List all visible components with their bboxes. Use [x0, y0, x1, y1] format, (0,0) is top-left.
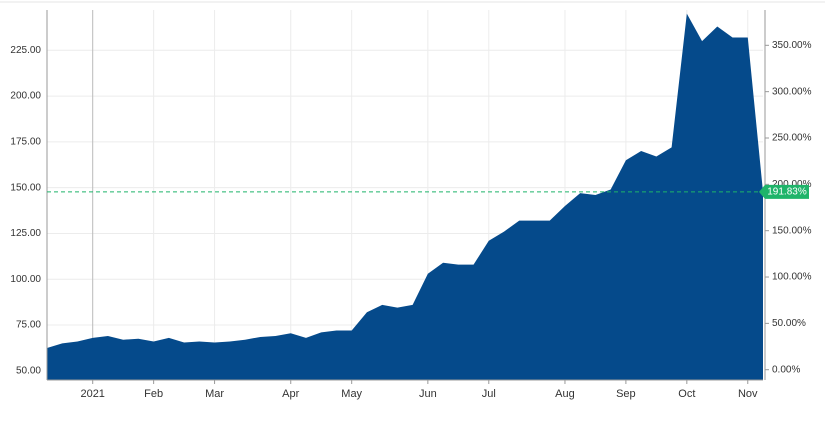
y2-tick-label: 200.00% — [772, 179, 812, 190]
annotation-badge — [759, 184, 809, 199]
x-tick-label: Apr — [282, 388, 299, 400]
y-tick-label: 75.00 — [16, 320, 41, 331]
y-tick-label: 100.00 — [10, 274, 41, 285]
y-tick-label: 150.00 — [10, 182, 41, 193]
y-tick-label: 125.00 — [10, 228, 41, 239]
x-tick-label: Jun — [419, 388, 437, 400]
y2-tick-label: 150.00% — [772, 225, 812, 236]
y2-tick-label: 50.00% — [772, 318, 806, 329]
x-tick-label: 2021 — [80, 388, 104, 400]
x-tick-label: Jul — [482, 388, 496, 400]
annotation-label: 191.83% — [767, 187, 807, 198]
y2-tick-label: 350.00% — [772, 40, 812, 51]
x-tick-label: Feb — [144, 388, 163, 400]
x-tick-label: Sep — [616, 388, 636, 400]
y-tick-label: 225.00 — [10, 45, 41, 56]
y-tick-label: 175.00 — [10, 137, 41, 148]
x-tick-label: May — [341, 388, 362, 400]
x-tick-label: Oct — [678, 388, 695, 400]
x-tick-label: Nov — [738, 388, 758, 400]
y-tick-label: 50.00 — [16, 365, 41, 376]
x-tick-label: Aug — [555, 388, 575, 400]
y2-tick-label: 0.00% — [772, 364, 800, 375]
y2-tick-label: 100.00% — [772, 272, 812, 283]
y-tick-label: 200.00 — [10, 91, 41, 102]
y2-tick-label: 250.00% — [772, 133, 812, 144]
x-tick-label: Mar — [205, 388, 224, 400]
y2-tick-label: 300.00% — [772, 86, 812, 97]
area — [47, 13, 763, 381]
